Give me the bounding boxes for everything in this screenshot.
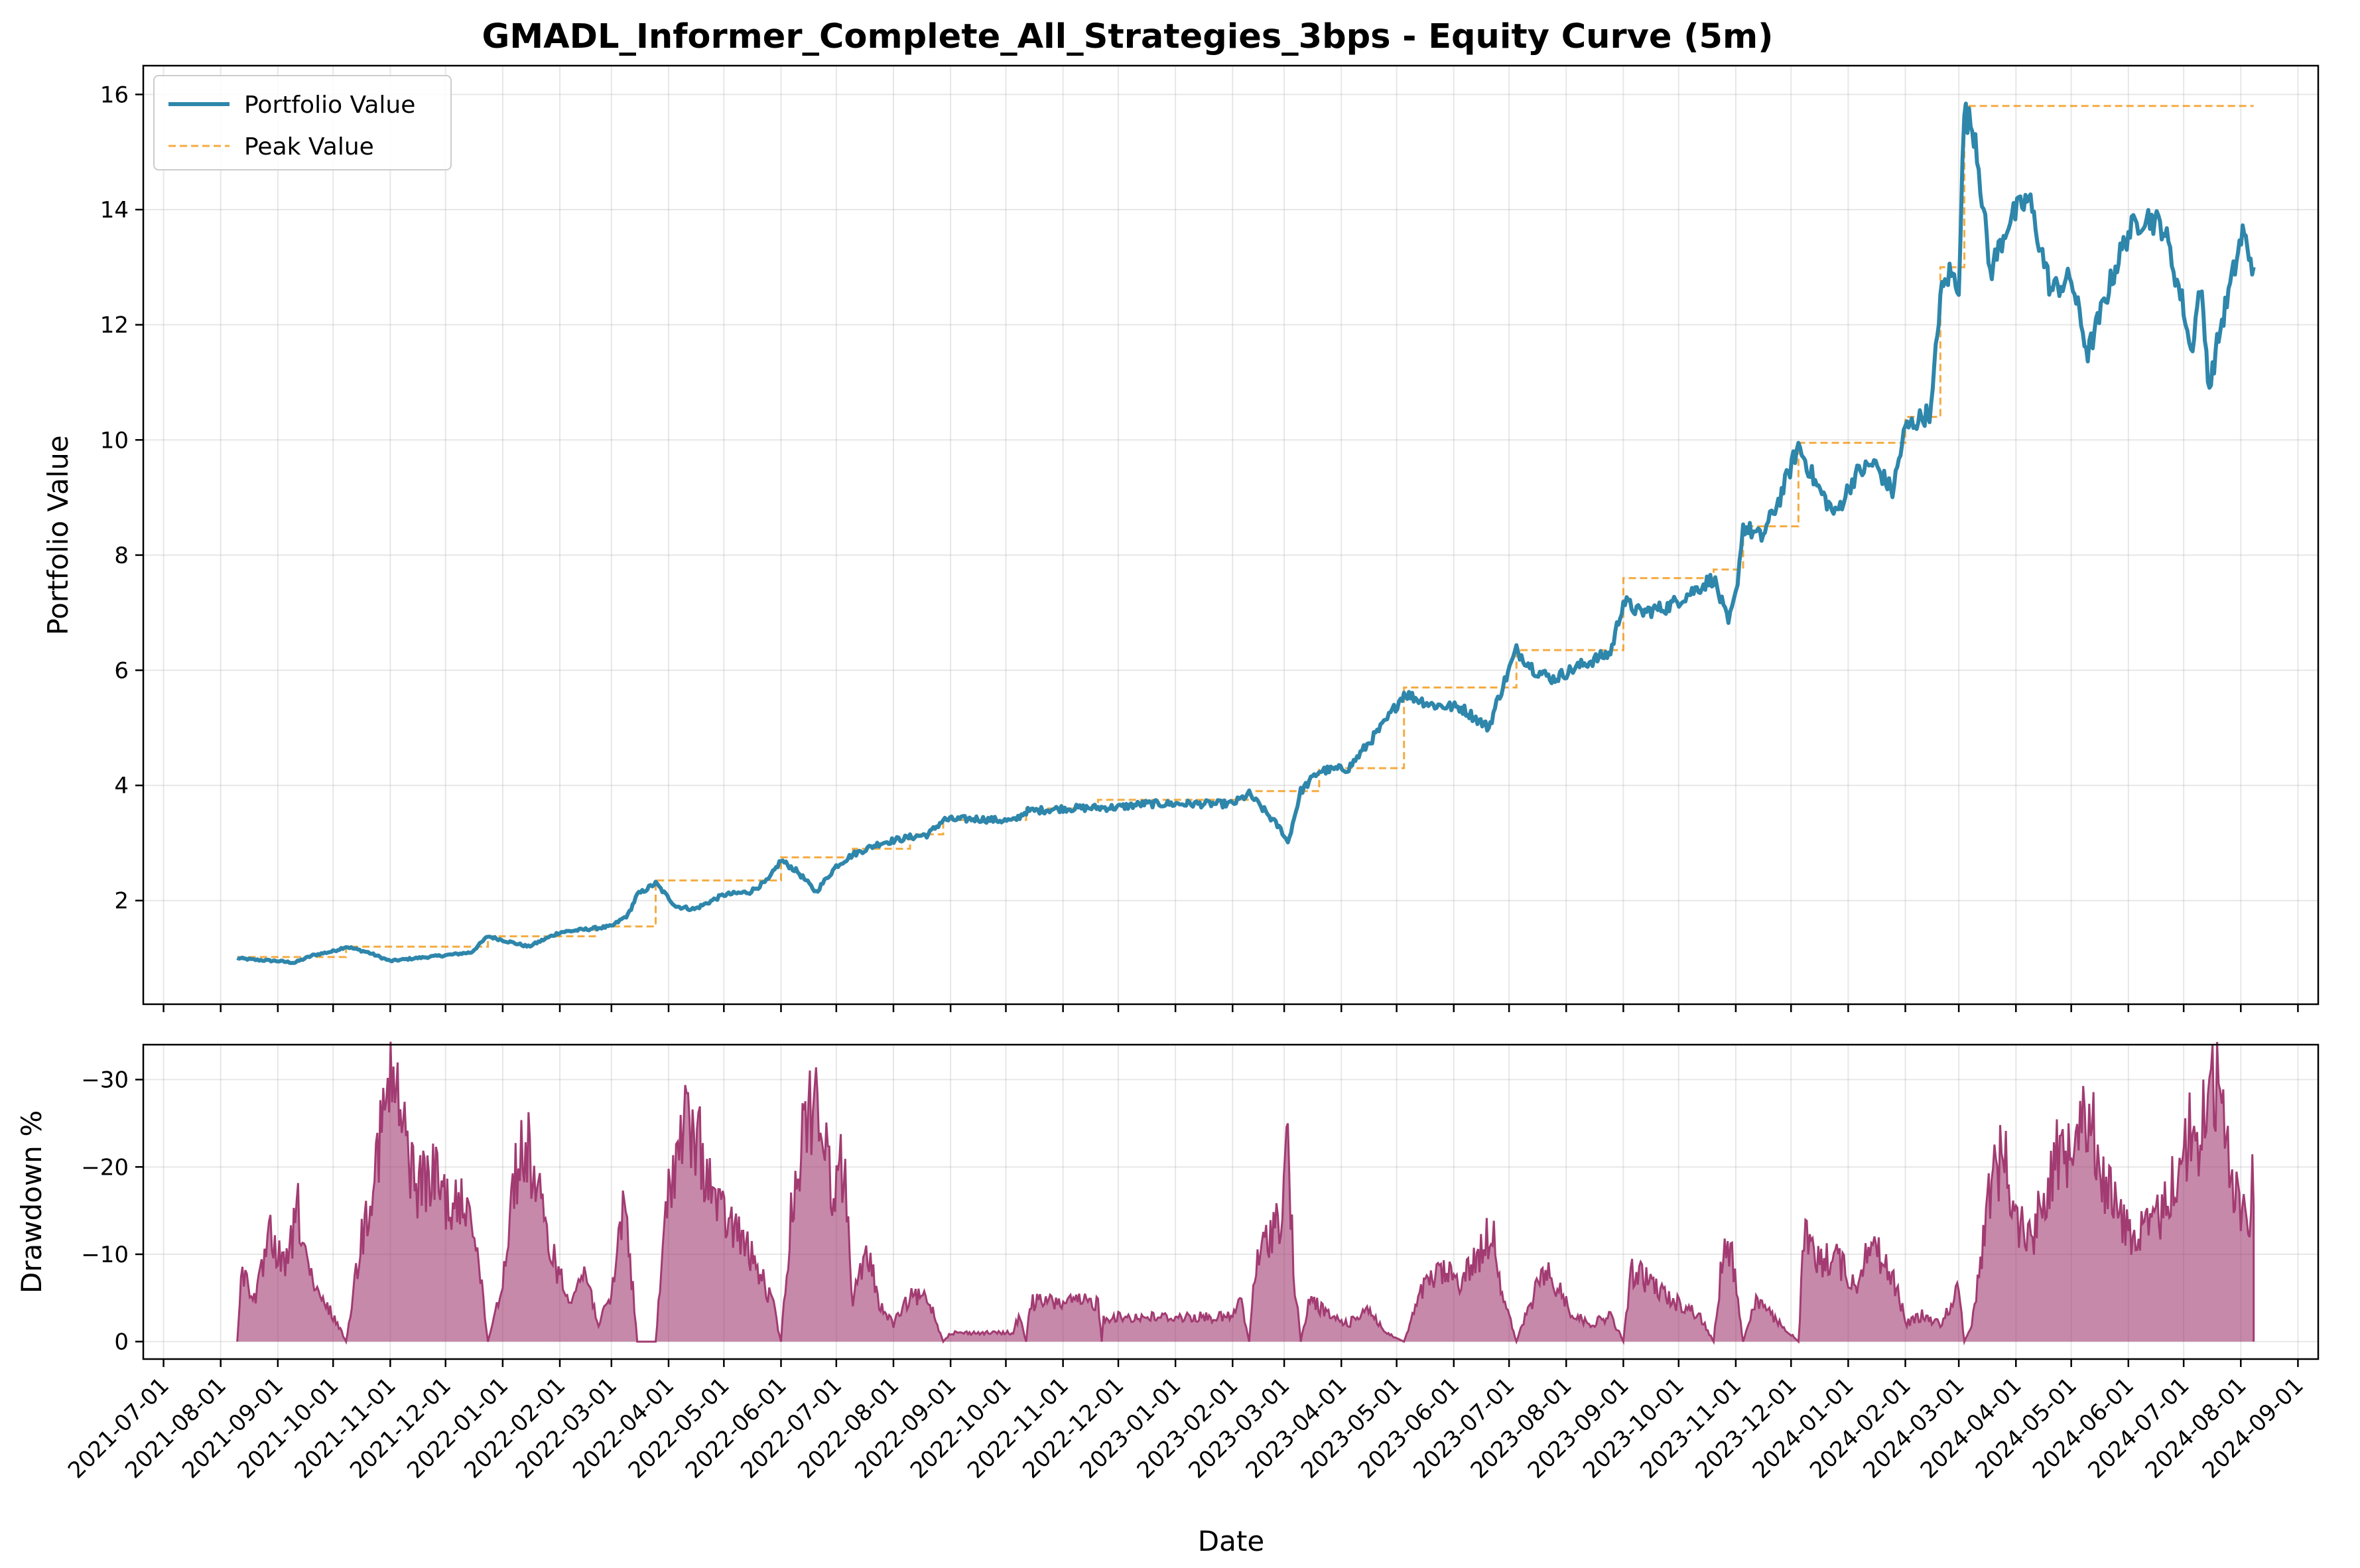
equity-y-tick-label-4: 10 bbox=[100, 427, 129, 454]
drawdown-panel-frame bbox=[142, 1043, 2320, 1360]
drawdown-y-tick-label-3: −30 bbox=[81, 1067, 129, 1094]
equity-y-axis-title: Portfolio Value bbox=[42, 435, 74, 635]
equity-y-tick-label-3: 8 bbox=[114, 543, 129, 569]
equity-y-tick-label-6: 14 bbox=[100, 197, 129, 224]
equity-y-tick-label-5: 12 bbox=[100, 312, 129, 339]
legend: Portfolio Value Peak Value bbox=[153, 75, 452, 170]
equity-y-tick-label-1: 4 bbox=[114, 773, 129, 799]
drawdown-line bbox=[236, 1041, 2255, 1346]
drawdown-area bbox=[237, 1041, 2254, 1342]
drawdown-y-axis-title: Drawdown % bbox=[15, 1110, 48, 1293]
equity-grid bbox=[143, 66, 2318, 1004]
equity-y-tick-label-0: 2 bbox=[114, 888, 129, 915]
drawdown-y-tick-label-1: −10 bbox=[81, 1242, 129, 1268]
equity-y-tick-label-7: 16 bbox=[100, 82, 129, 108]
legend-portfolio-label: Portfolio Value bbox=[244, 92, 415, 119]
portfolio-value-line bbox=[236, 101, 2256, 965]
drawdown-y-tick-label-2: −20 bbox=[81, 1154, 129, 1181]
drawdown-y-tick-label-0: 0 bbox=[114, 1329, 129, 1356]
x-axis-title: Date bbox=[1198, 1525, 1264, 1557]
equity-series bbox=[236, 101, 2256, 965]
equity-panel: 2 4 6 8 10 12 14 16 Portfolio Value Portfolio V… bbox=[42, 64, 2320, 1012]
equity-panel-frame bbox=[142, 64, 2320, 1006]
drawdown-series bbox=[236, 1041, 2255, 1346]
equity-y-tick-label-2: 6 bbox=[114, 658, 129, 685]
chart-title: GMADL_Informer_Complete_All_Strategies_3… bbox=[482, 17, 1774, 56]
drawdown-y-axis: 0 −10 −20 −30 bbox=[81, 1067, 143, 1356]
equity-x-ticks bbox=[163, 1004, 2299, 1012]
equity-y-axis: 2 4 6 8 10 12 14 16 bbox=[100, 82, 143, 915]
equity-panel-background bbox=[143, 66, 2318, 1004]
legend-peak-label: Peak Value bbox=[244, 133, 374, 161]
